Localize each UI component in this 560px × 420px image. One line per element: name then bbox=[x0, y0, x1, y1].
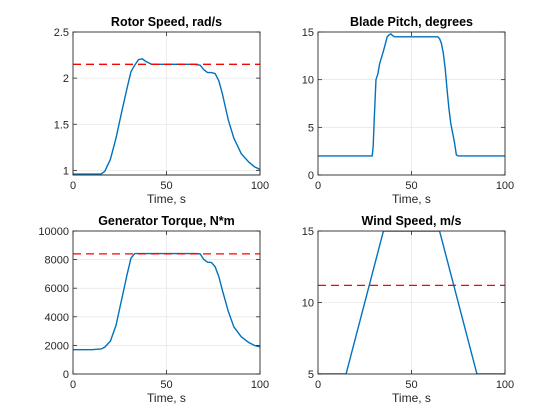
y-tick-label: 15 bbox=[302, 226, 314, 238]
y-tick-label: 2000 bbox=[45, 340, 69, 352]
x-tick-label: 100 bbox=[496, 379, 514, 391]
x-axis-label: Time, s bbox=[147, 192, 186, 206]
wind-speed-axes: 0 50 100 5 10 15 Wind Speed, m/s Time, s bbox=[302, 214, 514, 405]
y-tick-label: 0 bbox=[308, 170, 314, 182]
x-tick-label: 0 bbox=[70, 180, 76, 192]
y-tick-label: 2.5 bbox=[54, 27, 69, 39]
x-axis-label: Time, s bbox=[392, 391, 431, 405]
x-tick-label: 100 bbox=[496, 180, 514, 192]
y-tick-label: 15 bbox=[302, 27, 314, 39]
chart-title: Blade Pitch, degrees bbox=[350, 15, 473, 29]
x-tick-label: 50 bbox=[405, 180, 417, 192]
chart-title: Generator Torque, N*m bbox=[98, 214, 235, 228]
y-tick-label: 2 bbox=[63, 73, 69, 85]
y-tick-label: 1.5 bbox=[54, 119, 69, 131]
chart-title: Rotor Speed, rad/s bbox=[111, 15, 222, 29]
x-axis-label: Time, s bbox=[147, 391, 186, 405]
y-tick-label: 4000 bbox=[45, 312, 69, 324]
x-tick-label: 100 bbox=[251, 180, 269, 192]
x-tick-label: 0 bbox=[315, 379, 321, 391]
y-tick-label: 8000 bbox=[45, 255, 69, 267]
generator-torque-axes: 0 50 100 0 2000 4000 6000 8000 10000 Generator To… bbox=[38, 214, 269, 405]
blade-pitch-axes: 0 50 100 0 5 10 15 Blade Pitch, degrees Time, s bbox=[302, 15, 514, 206]
x-tick-label: 0 bbox=[315, 180, 321, 192]
y-tick-label: 10000 bbox=[38, 226, 69, 238]
y-tick-label: 5 bbox=[308, 122, 314, 134]
y-tick-label: 10 bbox=[302, 298, 314, 310]
rotor-speed-axes: 0 50 100 1 1.5 2 2.5 Rotor Speed, rad/s Time, s bbox=[54, 15, 269, 206]
y-tick-label: 10 bbox=[302, 75, 314, 87]
x-tick-label: 100 bbox=[251, 379, 269, 391]
y-tick-label: 1 bbox=[63, 165, 69, 177]
y-tick-label: 0 bbox=[63, 369, 69, 381]
chart-title: Wind Speed, m/s bbox=[362, 214, 462, 228]
x-tick-label: 50 bbox=[160, 180, 172, 192]
series-line bbox=[318, 33, 505, 157]
x-tick-label: 0 bbox=[70, 379, 76, 391]
y-tick-label: 5 bbox=[308, 369, 314, 381]
x-tick-label: 50 bbox=[405, 379, 417, 391]
y-tick-label: 6000 bbox=[45, 283, 69, 295]
x-tick-label: 50 bbox=[160, 379, 172, 391]
x-axis-label: Time, s bbox=[392, 192, 431, 206]
